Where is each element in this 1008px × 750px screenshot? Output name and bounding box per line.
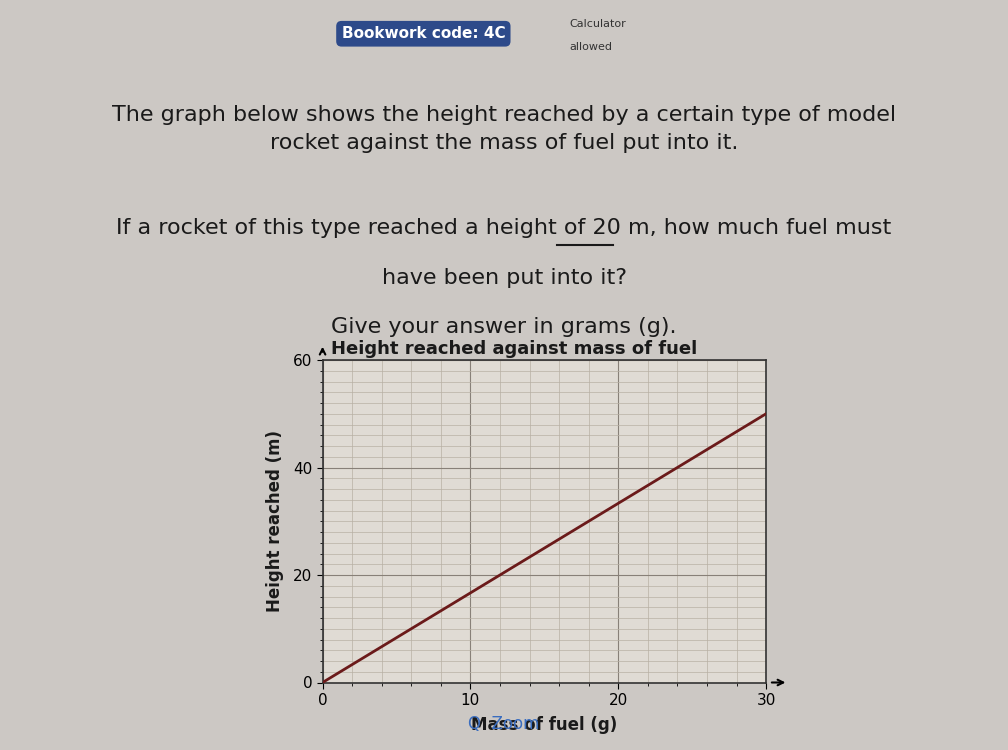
X-axis label: Mass of fuel (g): Mass of fuel (g) [471, 716, 618, 734]
Text: The graph below shows the height reached by a certain type of model
rocket again: The graph below shows the height reached… [112, 105, 896, 153]
Text: Calculator: Calculator [570, 19, 626, 29]
Text: have been put into it?: have been put into it? [381, 268, 627, 287]
Text: Q  Zoom: Q Zoom [469, 715, 539, 733]
Y-axis label: Height reached (m): Height reached (m) [266, 430, 284, 612]
Text: If a rocket of this type reached a height of 20 m, how much fuel must: If a rocket of this type reached a heigh… [116, 218, 892, 238]
Text: allowed: allowed [570, 41, 613, 52]
Text: Height reached against mass of fuel: Height reached against mass of fuel [331, 340, 698, 358]
Text: Bookwork code: 4C: Bookwork code: 4C [342, 26, 505, 41]
Text: Give your answer in grams (g).: Give your answer in grams (g). [332, 317, 676, 337]
